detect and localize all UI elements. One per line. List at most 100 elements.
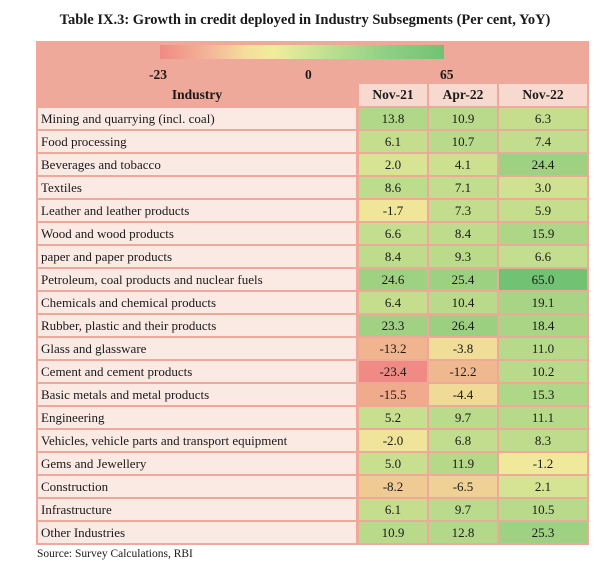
row-label: Rubber, plastic and their products <box>38 315 356 336</box>
table-row: Engineering 5.2 9.7 11.1 <box>38 407 587 428</box>
heatmap-cell: -3.8 <box>429 338 497 359</box>
heatmap-cell: -2.0 <box>359 430 427 451</box>
row-label: Infrastructure <box>38 499 356 520</box>
heatmap-cell: 10.9 <box>359 522 427 543</box>
heatmap-cell: 2.1 <box>499 476 587 497</box>
heatmap-cell: 3.0 <box>499 177 587 198</box>
heatmap-cell: 6.1 <box>359 499 427 520</box>
row-label: Textiles <box>38 177 356 198</box>
heatmap-cell: 6.6 <box>359 223 427 244</box>
heatmap-cell: -1.7 <box>359 200 427 221</box>
row-label: paper and paper products <box>38 246 356 267</box>
heatmap-cell: 4.1 <box>429 154 497 175</box>
table-row: Wood and wood products 6.6 8.4 15.9 <box>38 223 587 244</box>
legend-min-label: -23 <box>149 67 167 82</box>
heatmap-cell: -6.5 <box>429 476 497 497</box>
legend-max-label: 65 <box>440 67 454 82</box>
heatmap-cell: 25.4 <box>429 269 497 290</box>
heatmap-cell: 19.1 <box>499 292 587 313</box>
heatmap-cell: 5.9 <box>499 200 587 221</box>
heatmap-cell: -12.2 <box>429 361 497 382</box>
heatmap-cell: -8.2 <box>359 476 427 497</box>
table-row: Cement and cement products -23.4 -12.2 10.2 <box>38 361 587 382</box>
table-row: Food processing 6.1 10.7 7.4 <box>38 131 587 152</box>
row-label: Cement and cement products <box>38 361 356 382</box>
heatmap-cell: 10.4 <box>429 292 497 313</box>
heatmap-cell: 8.3 <box>499 430 587 451</box>
table-row: Infrastructure 6.1 9.7 10.5 <box>38 499 587 520</box>
table-row: Rubber, plastic and their products 23.3 26… <box>38 315 587 336</box>
header-col-3: Nov-22 <box>499 84 587 106</box>
heatmap-cell: 6.6 <box>499 246 587 267</box>
table-title: Table IX.3: Growth in credit deployed in… <box>59 12 551 28</box>
heatmap-cell: -1.2 <box>499 453 587 474</box>
color-scale-legend <box>160 45 444 59</box>
heatmap-cell: 65.0 <box>499 269 587 290</box>
source-note: Source: Survey Calculations, RBI <box>37 548 193 560</box>
heatmap-cell: 18.4 <box>499 315 587 336</box>
heatmap-cell: 7.4 <box>499 131 587 152</box>
header-industry: Industry <box>38 84 356 106</box>
heatmap-cell: 8.6 <box>359 177 427 198</box>
heatmap-cell: 8.4 <box>359 246 427 267</box>
heatmap-cell: -23.4 <box>359 361 427 382</box>
heatmap-cell: 23.3 <box>359 315 427 336</box>
heatmap-cell: -15.5 <box>359 384 427 405</box>
heatmap-cell: 11.0 <box>499 338 587 359</box>
heatmap-cell: 24.6 <box>359 269 427 290</box>
table-row: Petroleum, coal products and nuclear fue… <box>38 269 587 290</box>
table-row: Gems and Jewellery 5.0 11.9 -1.2 <box>38 453 587 474</box>
heatmap-cell: 10.2 <box>499 361 587 382</box>
row-label: Beverages and tobacco <box>38 154 356 175</box>
heatmap-cell: 26.4 <box>429 315 497 336</box>
table-header-row: Industry Nov-21 Apr-22 Nov-22 <box>38 84 587 106</box>
row-label: Petroleum, coal products and nuclear fue… <box>38 269 356 290</box>
heatmap-cell: -4.4 <box>429 384 497 405</box>
table-row: Other Industries 10.9 12.8 25.3 <box>38 522 587 543</box>
heatmap-cell: 2.0 <box>359 154 427 175</box>
row-label: Chemicals and chemical products <box>38 292 356 313</box>
heatmap-cell: 10.7 <box>429 131 497 152</box>
row-label: Gems and Jewellery <box>38 453 356 474</box>
table-row: Glass and glassware -13.2 -3.8 11.0 <box>38 338 587 359</box>
row-label: Other Industries <box>38 522 356 543</box>
row-label: Mining and quarrying (incl. coal) <box>38 108 356 129</box>
heatmap-cell: 9.7 <box>429 407 497 428</box>
table-row: Construction -8.2 -6.5 2.1 <box>38 476 587 497</box>
row-label: Glass and glassware <box>38 338 356 359</box>
heatmap-cell: 6.1 <box>359 131 427 152</box>
heatmap-cell: 15.3 <box>499 384 587 405</box>
heatmap-cell: 11.9 <box>429 453 497 474</box>
row-label: Wood and wood products <box>38 223 356 244</box>
table-row: Vehicles, vehicle parts and transport eq… <box>38 430 587 451</box>
heatmap-cell: 24.4 <box>499 154 587 175</box>
heatmap-cell: -13.2 <box>359 338 427 359</box>
heatmap-cell: 5.0 <box>359 453 427 474</box>
row-label: Basic metals and metal products <box>38 384 356 405</box>
table-row: Textiles 8.6 7.1 3.0 <box>38 177 587 198</box>
heatmap-cell: 6.4 <box>359 292 427 313</box>
heatmap-cell: 7.3 <box>429 200 497 221</box>
header-col-2: Apr-22 <box>429 84 497 106</box>
heatmap-cell: 6.8 <box>429 430 497 451</box>
heatmap-table: -23 0 65 Industry Nov-21 Apr-22 Nov-22 M… <box>36 41 589 545</box>
heatmap-cell: 9.3 <box>429 246 497 267</box>
heatmap-cell: 9.7 <box>429 499 497 520</box>
table-row: Chemicals and chemical products 6.4 10.4 19… <box>38 292 587 313</box>
table-row: Basic metals and metal products -15.5 -4.4… <box>38 384 587 405</box>
header-col-1: Nov-21 <box>359 84 427 106</box>
row-label: Construction <box>38 476 356 497</box>
row-label: Food processing <box>38 131 356 152</box>
row-label: Vehicles, vehicle parts and transport eq… <box>38 430 356 451</box>
heatmap-cell: 13.8 <box>359 108 427 129</box>
heatmap-cell: 15.9 <box>499 223 587 244</box>
heatmap-cell: 7.1 <box>429 177 497 198</box>
legend-mid-label: 0 <box>305 67 312 82</box>
heatmap-cell: 5.2 <box>359 407 427 428</box>
heatmap-cell: 11.1 <box>499 407 587 428</box>
heatmap-cell: 6.3 <box>499 108 587 129</box>
heatmap-cell: 12.8 <box>429 522 497 543</box>
heatmap-cell: 10.9 <box>429 108 497 129</box>
table-row: Mining and quarrying (incl. coal) 13.8 10.… <box>38 108 587 129</box>
heatmap-cell: 25.3 <box>499 522 587 543</box>
